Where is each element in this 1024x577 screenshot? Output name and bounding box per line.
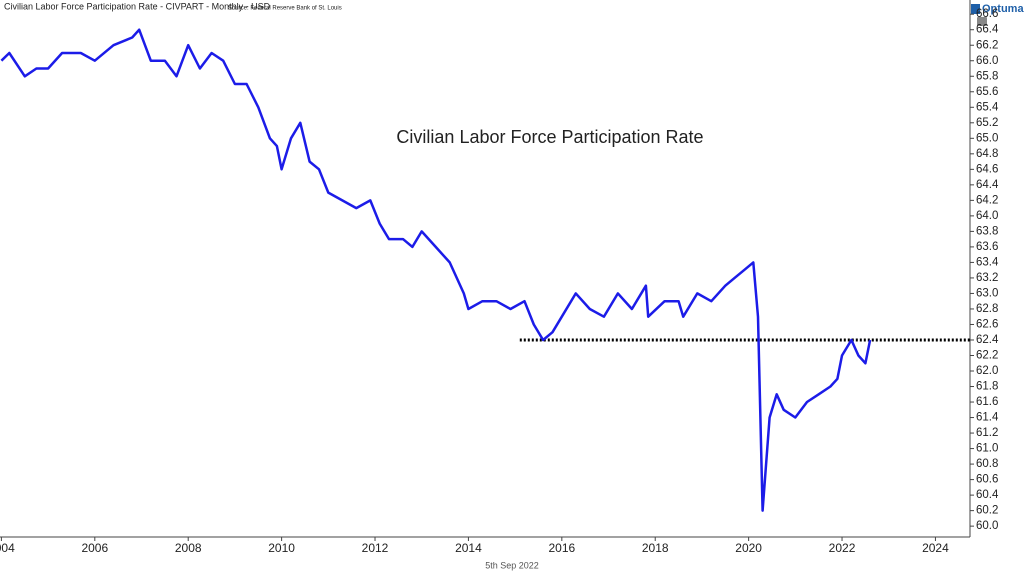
x-tick-label: 2024 <box>922 541 949 555</box>
y-tick-label: 65.2 <box>976 117 998 129</box>
chart-source: Source: Federal Reserve Bank of St. Loui… <box>228 6 342 12</box>
chart-footer: 5th Sep 2022 <box>485 560 539 570</box>
y-tick-label: 64.2 <box>976 194 998 206</box>
y-tick-label: 63.6 <box>976 241 998 253</box>
y-tick-label: 63.4 <box>976 256 999 268</box>
y-tick-label: 62.8 <box>976 303 998 315</box>
x-tick-label: 2018 <box>642 541 669 555</box>
y-tick-label: 60.4 <box>976 489 999 501</box>
y-tick-label: 63.2 <box>976 272 998 284</box>
x-tick-label: 2010 <box>268 541 295 555</box>
y-tick-label: 60.0 <box>976 520 998 532</box>
y-tick-label: 62.6 <box>976 319 998 331</box>
y-tick-label: 66.0 <box>976 55 998 67</box>
x-tick-label: 2006 <box>81 541 108 555</box>
y-tick-label: 61.4 <box>976 412 999 424</box>
y-tick-label: 63.0 <box>976 287 998 299</box>
x-tick-label: 2008 <box>175 541 202 555</box>
y-tick-label: 61.2 <box>976 427 998 439</box>
y-tick-label: 60.6 <box>976 474 998 486</box>
y-tick-label: 66.4 <box>976 24 999 36</box>
y-tick-label: 64.8 <box>976 148 998 160</box>
y-tick-label: 66.6 <box>976 8 998 20</box>
y-tick-label: 62.4 <box>976 334 999 346</box>
logo-icon <box>971 4 980 14</box>
chart-header: Civilian Labor Force Participation Rate … <box>4 1 271 11</box>
x-tick-label: 2016 <box>548 541 575 555</box>
x-tick-label: 2004 <box>0 541 15 555</box>
chart-annotation: Civilian Labor Force Participation Rate <box>396 127 703 147</box>
y-tick-label: 64.4 <box>976 179 999 191</box>
y-tick-label: 64.6 <box>976 163 998 175</box>
y-tick-label: 66.2 <box>976 39 998 51</box>
y-tick-label: 61.0 <box>976 443 998 455</box>
x-tick-label: 2020 <box>735 541 762 555</box>
y-tick-label: 63.8 <box>976 225 998 237</box>
data-line <box>0 28 872 512</box>
lock-icon[interactable] <box>977 17 987 26</box>
y-tick-label: 62.2 <box>976 350 998 362</box>
x-tick-label: 2012 <box>362 541 389 555</box>
y-tick-label: 60.8 <box>976 458 998 470</box>
logo-text: Optuma <box>982 3 1024 15</box>
y-tick-label: 62.0 <box>976 365 998 377</box>
y-tick-label: 61.6 <box>976 396 998 408</box>
x-tick-label: 2022 <box>829 541 856 555</box>
y-tick-label: 64.0 <box>976 210 998 222</box>
y-tick-label: 60.2 <box>976 505 998 517</box>
y-tick-label: 65.0 <box>976 132 998 144</box>
y-tick-label: 65.6 <box>976 86 998 98</box>
y-tick-label: 65.8 <box>976 70 998 82</box>
y-tick-label: 61.8 <box>976 381 998 393</box>
x-tick-label: 2014 <box>455 541 482 555</box>
y-tick-label: 65.4 <box>976 101 999 113</box>
